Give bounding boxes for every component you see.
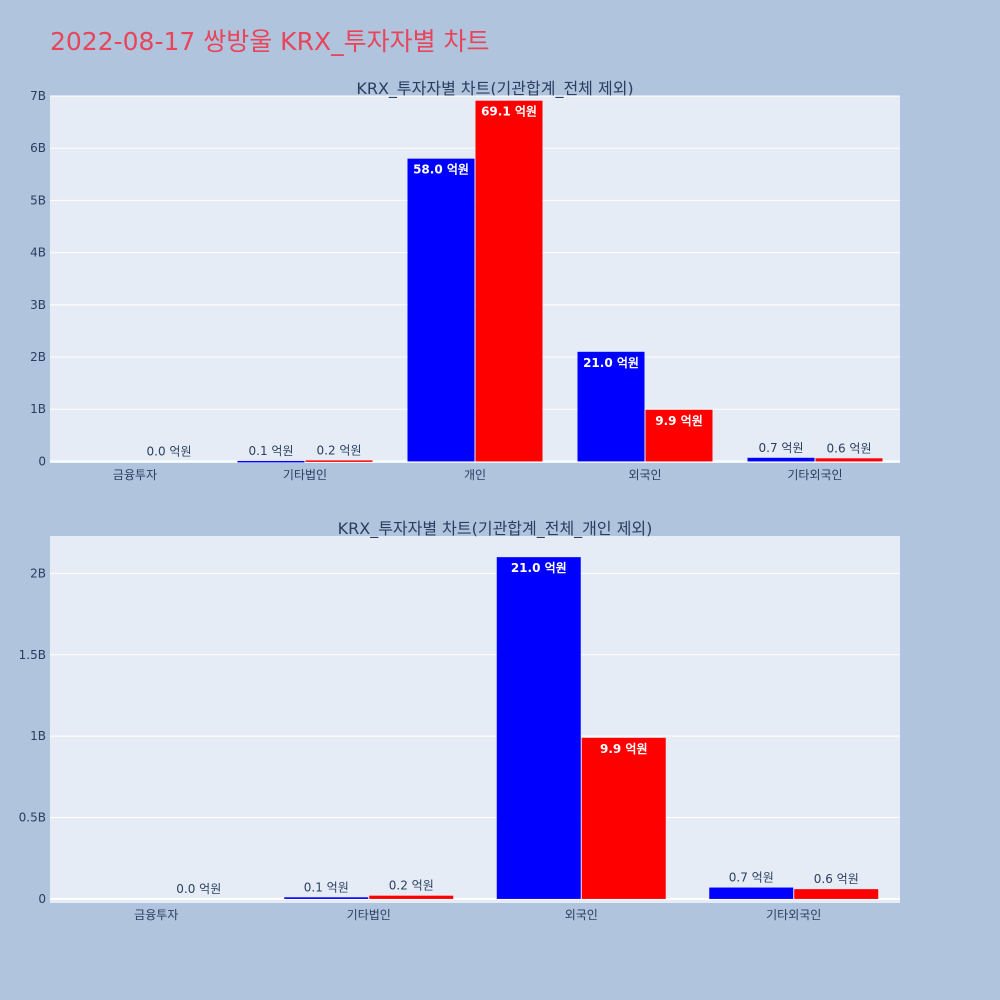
bar [237, 460, 305, 463]
bar [815, 458, 883, 462]
y-tick-label: 3B [30, 298, 46, 312]
y-tick-label: 4B [30, 246, 46, 260]
page-title: 2022-08-17 쌍방울 KRX_투자자별 차트 [50, 27, 490, 56]
plot-area [50, 96, 900, 463]
y-tick-label: 5B [30, 193, 46, 207]
bar [794, 889, 879, 899]
y-tick-label: 0.5B [19, 811, 46, 825]
bar [496, 557, 581, 899]
bar-data-label: 0.2 억원 [317, 443, 362, 457]
x-tick-label: 기타외국인 [766, 908, 821, 922]
bar-data-label: 21.0 억원 [511, 561, 567, 575]
bar [407, 158, 475, 462]
x-tick-label: 금융투자 [134, 908, 178, 922]
bar-data-label: 0.7 억원 [759, 441, 804, 455]
x-tick-label: 외국인 [628, 468, 661, 482]
top-bar-chart: KRX_투자자별 차트(기관합계_전체 제외) 0 1B 2B 3B 4B 5B 6B 7B 금융… [30, 79, 900, 482]
x-tick-label: 기타법인 [283, 468, 327, 482]
bar-data-label: 0.2 억원 [389, 879, 434, 893]
x-tick-label: 개인 [464, 468, 486, 482]
bar-data-label: 69.1 억원 [481, 105, 537, 119]
bar [284, 897, 369, 899]
x-tick-label: 외국인 [565, 908, 598, 922]
bar-data-label: 0.1 억원 [304, 880, 349, 894]
bar-data-label: 0.6 억원 [827, 441, 872, 455]
y-tick-label: 2B [30, 566, 46, 580]
y-tick-label: 0 [38, 892, 46, 906]
y-tick-label: 6B [30, 141, 46, 155]
y-tick-label: 7B [30, 89, 46, 103]
y-tick-label: 1B [30, 402, 46, 416]
bar-data-label: 0.0 억원 [176, 882, 221, 896]
bar-data-label: 0.1 억원 [249, 444, 294, 458]
bar [747, 457, 815, 462]
bar-data-label: 9.9 억원 [600, 742, 648, 756]
x-tick-label: 기타법인 [347, 908, 391, 922]
bar [369, 895, 454, 899]
bar [475, 100, 543, 462]
y-tick-label: 1.5B [19, 648, 46, 662]
bar [581, 737, 666, 899]
bar [709, 887, 794, 899]
y-tick-label: 2B [30, 350, 46, 364]
plot-area [50, 536, 900, 903]
y-tick-label: 1B [30, 729, 46, 743]
chart-title: KRX_투자자별 차트(기관합계_전체_개인 제외) [338, 519, 653, 539]
bar [305, 460, 373, 462]
bar-data-label: 0.6 억원 [814, 872, 859, 886]
bar-data-label: 21.0 억원 [583, 356, 639, 370]
chart-title: KRX_투자자별 차트(기관합계_전체 제외) [356, 79, 633, 99]
bar-data-label: 58.0 억원 [413, 163, 469, 177]
bar [645, 409, 713, 462]
y-tick-label: 0 [38, 454, 46, 468]
x-tick-label: 금융투자 [113, 468, 157, 482]
bar-data-label: 0.0 억원 [147, 444, 192, 458]
bar-data-label: 0.7 억원 [729, 871, 774, 885]
bar-data-label: 9.9 억원 [655, 414, 703, 428]
bar [577, 351, 645, 462]
x-tick-label: 기타외국인 [787, 468, 842, 482]
